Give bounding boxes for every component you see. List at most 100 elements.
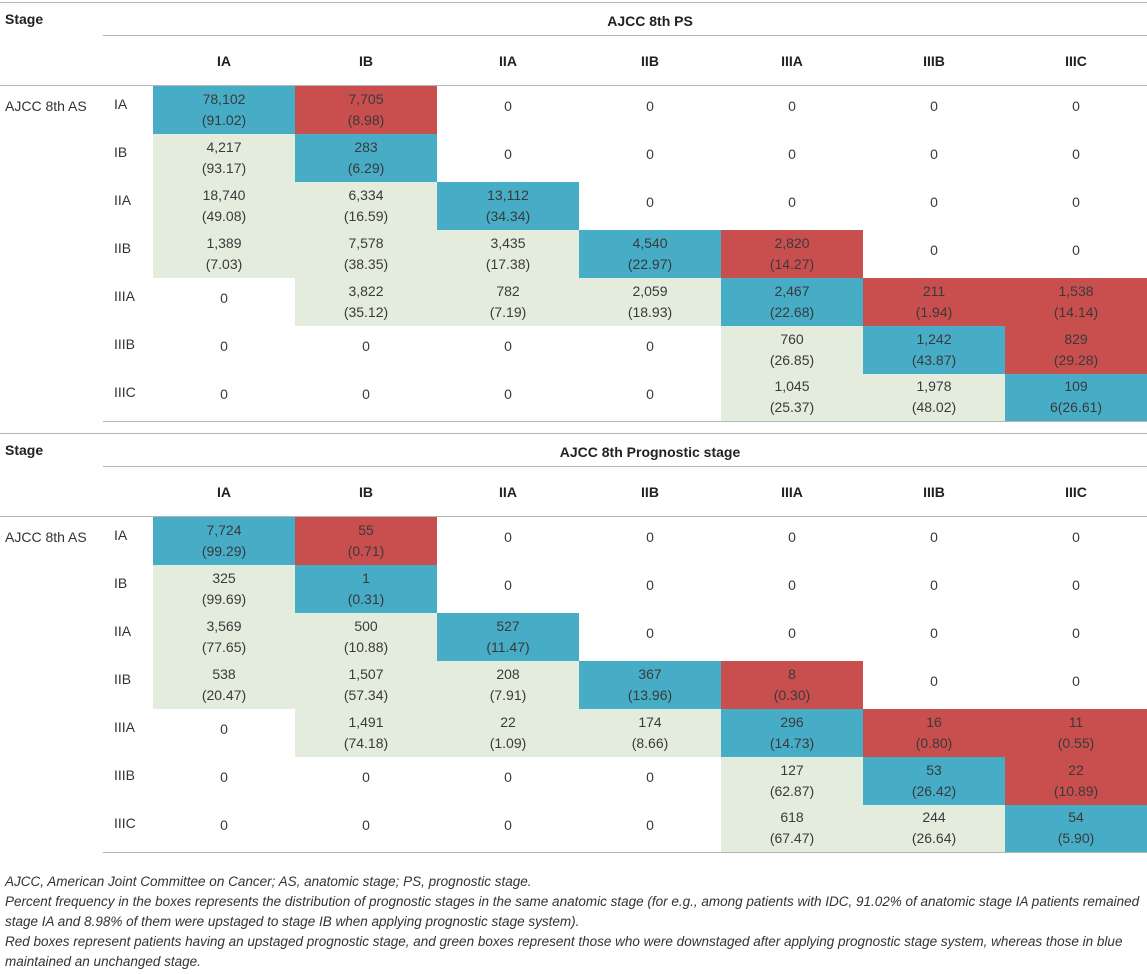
cell-percent: (35.12) (343, 303, 389, 320)
table-cell: 1,045 (25.37) (721, 373, 863, 422)
cell-count: 53 (926, 761, 942, 778)
header-row-group: Stage AJCC 8th PS (0, 2, 1147, 36)
cell-count: 0 (646, 193, 654, 210)
cell-percent: (91.02) (201, 111, 247, 128)
table-cell: 0 (437, 326, 579, 374)
footnote-abbreviations: AJCC, American Joint Committee on Cancer… (5, 874, 532, 889)
row-label: IIA (114, 191, 132, 208)
table-cell: 0 (437, 804, 579, 853)
cell-count: 1,507 (348, 665, 384, 682)
header-row-group: Stage AJCC 8th Prognostic stage (0, 433, 1147, 467)
table-cell: 618 (67.47) (721, 804, 863, 853)
table-cell: 0 (579, 613, 721, 661)
table-cell: 829 (29.28) (1005, 325, 1147, 374)
stage-table-1: Stage AJCC 8th PS IA IB IIA IIB IIIA III… (0, 2, 1147, 422)
cell-percent: (62.87) (769, 782, 815, 799)
table-cell: 760 (26.85) (721, 325, 863, 374)
header-spacer (103, 433, 153, 467)
cell-count: 0 (362, 385, 370, 402)
cell-count: 0 (1072, 672, 1080, 689)
table-cell: 0 (295, 757, 437, 805)
cell-count: 244 (922, 809, 946, 826)
cell-count: 7,705 (348, 90, 384, 107)
cell-count: 283 (354, 138, 378, 155)
table-cell: 0 (437, 757, 579, 805)
cell-percent: (67.47) (769, 830, 815, 847)
table-cell: 4,540 (22.97) (579, 229, 721, 278)
table-cell: 18,740 (49.08) (153, 181, 295, 230)
table-cell: 0 (721, 134, 863, 182)
table-cell: 0 (295, 373, 437, 422)
row-label: IIIC (103, 373, 153, 422)
cell-percent: (13.96) (627, 686, 673, 703)
cell-count: 18,740 (202, 186, 246, 203)
cell-count: 3,822 (348, 282, 384, 299)
cell-percent: (1.94) (915, 303, 953, 320)
cell-count: 2,467 (774, 282, 810, 299)
table-cell: 0 (579, 86, 721, 134)
cell-percent: (74.18) (343, 734, 389, 751)
table-cell: 0 (721, 613, 863, 661)
table-cell: 325 (99.69) (153, 564, 295, 613)
table-cell: 0 (1005, 565, 1147, 613)
row-label: IIB (114, 239, 132, 256)
cell-count: 1,491 (348, 713, 384, 730)
cell-count: 4,540 (632, 234, 668, 251)
cell-percent: (57.34) (343, 686, 389, 703)
cell-count: 3,435 (490, 234, 526, 251)
column-header-iiia: IIIA (721, 466, 863, 517)
table-cell: 0 (1005, 134, 1147, 182)
row-label: IB (114, 143, 128, 160)
cell-percent: (7.03) (205, 255, 243, 272)
table-body: AJCC 8th AS IA 78,102 (91.02) 7,705 (8.98) 0 0 0… (0, 85, 1147, 422)
cell-count: 325 (212, 569, 236, 586)
header-row-columns: IA IB IIA IIB IIIA IIIB IIIC (0, 466, 1147, 517)
table-cell: 0 (153, 804, 295, 853)
table-cell: 0 (721, 565, 863, 613)
table-row: IIA 3,569 (77.65) 500 (10.88) 527 (11.47) 0 0 0 0 (0, 612, 1147, 661)
cell-count: 0 (788, 145, 796, 162)
cell-count: 54 (1068, 809, 1084, 826)
cell-count: 1,978 (916, 378, 952, 395)
cell-percent: (16.59) (343, 207, 389, 224)
header-row-columns: IA IB IIA IIB IIIA IIIB IIIC (0, 35, 1147, 86)
table-row: AJCC 8th AS IA 78,102 (91.02) 7,705 (8.98) 0 0 0… (0, 85, 1147, 134)
cell-count: 0 (646, 624, 654, 641)
table-cell: 0 (579, 326, 721, 374)
table-cell: 0 (1005, 661, 1147, 709)
cell-count: 0 (646, 145, 654, 162)
table-cell: 0 (295, 804, 437, 853)
column-header-iia: IIA (437, 35, 579, 86)
cell-count: 0 (504, 768, 512, 785)
cell-count: 7,578 (348, 234, 384, 251)
row-label: IIIA (114, 718, 136, 735)
footnote-percent-frequency: Percent frequency in the boxes represent… (5, 894, 1140, 929)
cell-percent: (49.08) (201, 207, 247, 224)
column-header-ib: IB (295, 35, 437, 86)
cell-count: 208 (496, 665, 520, 682)
cell-percent: (34.34) (485, 207, 531, 224)
cell-count: 6,334 (348, 186, 384, 203)
cell-count: 0 (1072, 145, 1080, 162)
header-spacer (103, 2, 153, 36)
cell-percent: (0.31) (347, 590, 385, 607)
cell-percent: (43.87) (911, 351, 957, 368)
row-label: IA (114, 96, 128, 112)
cell-count: 1,389 (206, 234, 242, 251)
table-cell: 0 (579, 757, 721, 805)
table-cell: 0 (153, 373, 295, 422)
cell-percent: (22.97) (627, 255, 673, 272)
cell-count: 11 (1068, 713, 1084, 730)
cell-percent: (29.28) (1053, 351, 1099, 368)
table-row: IIIA 0 1,491 (74.18) 22 (1.09) 174 (8.66) 296 (14… (0, 708, 1147, 757)
column-header-iib: IIB (579, 466, 721, 517)
cell-count: 0 (646, 98, 654, 114)
cell-count: 0 (788, 193, 796, 210)
cell-percent: (7.19) (489, 303, 527, 320)
table-cell: 0 (153, 709, 295, 757)
table-cell: 3,569 (77.65) (153, 612, 295, 661)
header-blank (103, 466, 153, 517)
row-label: IA (114, 527, 128, 543)
table-cell: 2,467 (22.68) (721, 277, 863, 326)
